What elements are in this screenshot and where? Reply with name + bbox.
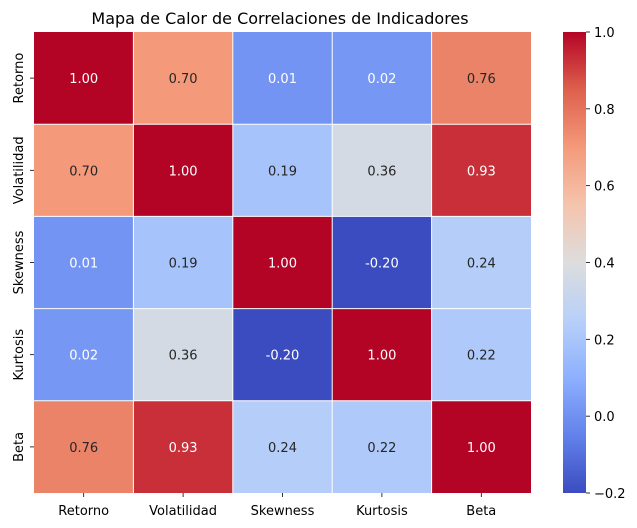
cell-value-label: 0.02 [69,349,98,364]
colorbar-tick-label: 0.4 [594,257,615,272]
cell-value-label: 0.01 [69,257,98,272]
heatmap-cell [332,308,432,401]
cell-value-label: -0.20 [266,349,300,364]
heatmap-cell [232,400,333,493]
heatmap-cell [332,124,432,217]
colorbar [563,32,586,493]
heatmap-cell-labels: 1.00 0.70 0.01 0.02 0.76 0.70 1.00 0.19 0.36 0.93… [69,72,496,456]
cell-value-label: 0.76 [467,72,496,87]
y-tick-label: Retorno [12,53,27,104]
colorbar-tick-label: 1.0 [594,26,615,41]
heatmap-cell [332,32,432,125]
y-tick-label: Beta [12,432,27,462]
colorbar-ticks: −0.2 0.0 0.2 0.4 0.6 0.8 1.0 [586,26,626,502]
heatmap-cell [431,308,531,401]
heatmap-cell [34,308,134,401]
y-axis-ticks: Retorno Volatilidad Skewness Kurtosis Beta [12,53,34,462]
heatmap-cell [332,216,432,309]
heatmap-cell [332,400,432,493]
heatmap-cell [34,216,134,309]
cell-value-label: 0.22 [467,349,496,364]
cell-value-label: 0.70 [169,72,198,87]
cell-value-label: 1.00 [467,441,496,456]
heatmap-cell [431,32,531,125]
cell-value-label: 0.70 [69,164,98,179]
heatmap-cell [34,400,134,493]
heatmap-cell [232,308,333,401]
cell-value-label: 0.93 [467,164,496,179]
heatmap-cell [232,124,333,217]
heatmap-cell [133,308,233,401]
x-axis-ticks: Retorno Volatilidad Skewness Kurtosis Beta [58,493,496,519]
heatmap-cell [133,32,233,125]
cell-value-label: 0.22 [367,441,396,456]
y-tick-label: Kurtosis [12,329,27,381]
x-tick-label: Retorno [58,504,109,519]
cell-value-label: 0.01 [268,72,297,87]
cell-value-label: 0.36 [367,164,396,179]
heatmap-cell [431,124,531,217]
x-tick-label: Volatilidad [149,504,217,519]
heatmap-cell [431,216,531,309]
heatmap-cell [133,124,233,217]
heatmap-cell [133,216,233,309]
cell-value-label: 1.00 [69,72,98,87]
cell-value-label: 0.24 [467,257,496,272]
cell-value-label: 1.00 [367,349,396,364]
heatmap-cell [232,32,333,125]
y-tick-label: Volatilidad [12,136,27,204]
x-tick-label: Beta [466,504,496,519]
heatmap-cell [232,216,333,309]
y-tick-label: Skewness [12,230,27,294]
heatmap-grid-lines [34,32,531,493]
x-tick-label: Skewness [251,504,315,519]
chart-title: Mapa de Calor de Correlaciones de Indica… [91,9,468,28]
colorbar-tick-label: 0.8 [594,103,615,118]
colorbar-tick-label: 0.2 [594,333,615,348]
cell-value-label: 0.19 [169,257,198,272]
colorbar-tick-label: −0.2 [594,487,626,502]
cell-value-label: 0.76 [69,441,98,456]
cell-value-label: 1.00 [268,257,297,272]
cell-value-label: 0.93 [169,441,198,456]
heatmap-cell [34,124,134,217]
cell-value-label: 0.24 [268,441,297,456]
cell-value-label: 0.02 [367,72,396,87]
heatmap-cell [133,400,233,493]
x-tick-label: Kurtosis [356,504,408,519]
cell-value-label: 0.19 [268,164,297,179]
colorbar-tick-label: 0.6 [594,180,615,195]
colorbar-tick-label: 0.0 [594,410,615,425]
cell-value-label: 1.00 [169,164,198,179]
heatmap-cell [431,400,531,493]
cell-value-label: 0.36 [169,349,198,364]
heatmap-cell [34,32,134,125]
heatmap-cells [34,32,531,493]
cell-value-label: -0.20 [365,257,399,272]
